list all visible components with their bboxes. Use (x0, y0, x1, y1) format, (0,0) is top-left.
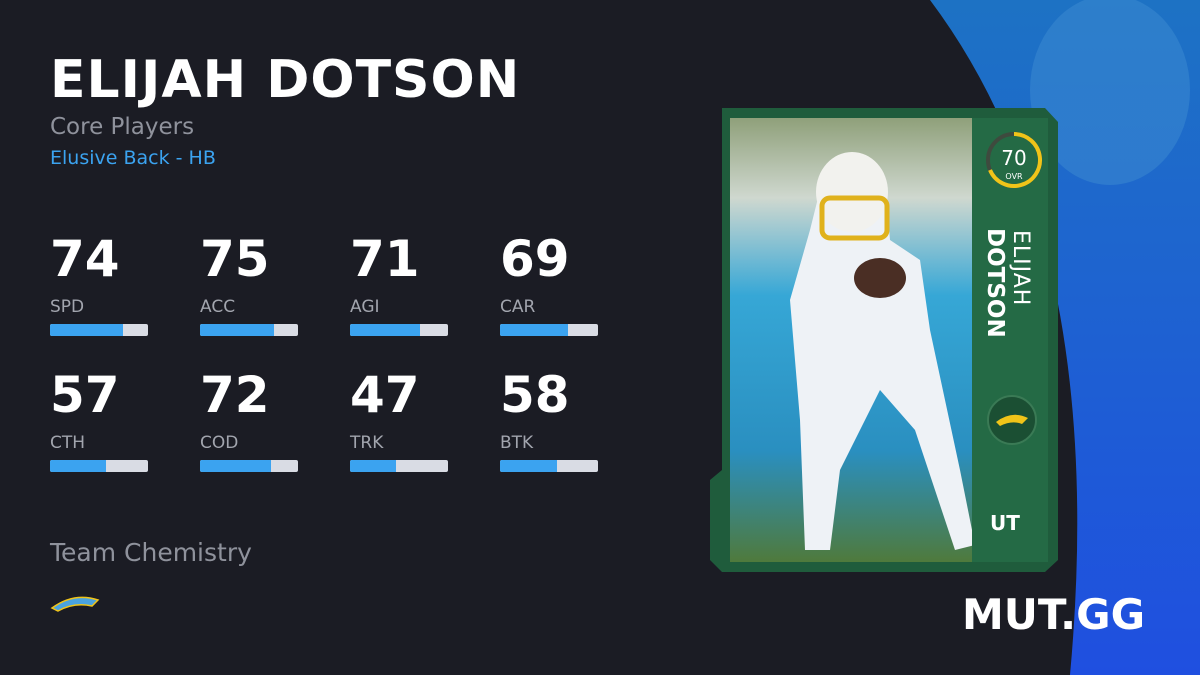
stat-bar (350, 460, 397, 472)
stat-bar (500, 324, 568, 336)
stat-label: BTK (500, 433, 534, 453)
stat-bar (50, 460, 106, 472)
first-name: ELIJAH (1008, 230, 1033, 307)
card-logo (996, 414, 1028, 426)
helmet (816, 152, 888, 232)
stat-value: 71 (350, 230, 420, 288)
brand: MUT.GG (962, 590, 1146, 639)
stat-value: 47 (350, 366, 420, 424)
stat-value: 72 (200, 366, 270, 424)
stat-label: SPD (50, 297, 85, 317)
card-side (972, 118, 1048, 562)
player-name: ELIJAH DOTSON (50, 50, 521, 110)
stat-label: AGI (350, 297, 380, 317)
player (790, 167, 975, 550)
stat-bar (350, 324, 420, 336)
last-name: DOTSON (982, 228, 1008, 338)
ovr-arc (988, 132, 1042, 188)
football (854, 258, 906, 298)
ovr-label: OVR (1005, 172, 1023, 181)
stat-bar (200, 324, 274, 336)
stat-value: 75 (200, 230, 270, 288)
program: Core Players (50, 114, 195, 140)
stat-value: 57 (50, 366, 120, 424)
team-logo (50, 596, 100, 612)
stat-label: TRK (350, 433, 384, 453)
stat-label: CTH (50, 433, 86, 453)
stat-value: 74 (50, 230, 120, 288)
stat-value: 58 (500, 366, 570, 424)
bg-helmet (1030, 0, 1190, 185)
stat-bar (200, 460, 271, 472)
stat-value: 69 (500, 230, 570, 288)
stat-bar (500, 460, 557, 472)
card-badge: UT (990, 511, 1020, 535)
team-chemistry: Team Chemistry (50, 538, 252, 567)
stat-label: CAR (500, 297, 536, 317)
facemask (819, 195, 890, 241)
stat-label: COD (200, 433, 239, 453)
archetype: Elusive Back - HB (50, 147, 216, 169)
stat-bar (50, 324, 123, 336)
stat-label: ACC (200, 297, 236, 317)
ovr: 70 (1001, 146, 1027, 170)
